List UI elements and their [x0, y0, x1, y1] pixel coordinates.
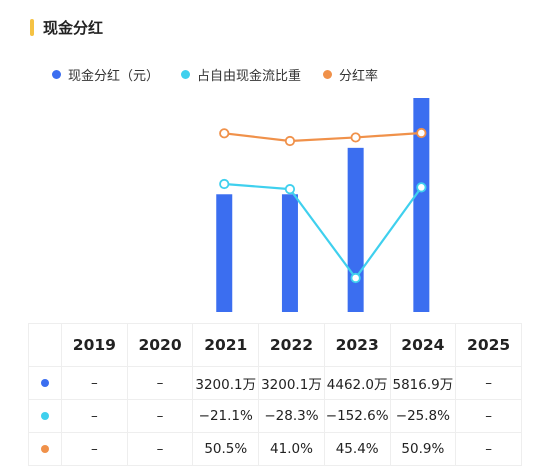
table-cell: 3200.1万	[258, 366, 325, 400]
row-dot-dividend	[41, 379, 49, 387]
year-header: 2024	[389, 323, 457, 367]
table-header-row: 2019 2020 2021 2022 2023 2024 2025	[28, 323, 522, 367]
year-header: 2022	[258, 323, 325, 367]
table-cell: 3200.1万	[192, 366, 260, 400]
row-dot-fcf-ratio	[41, 412, 49, 420]
table-cell: 5816.9万	[389, 366, 457, 400]
table-cell: –	[455, 399, 522, 433]
row-marker	[28, 432, 62, 466]
year-header: 2019	[61, 323, 128, 367]
table-row-payout: – – 50.5% 41.0% 45.4% 50.9% –	[28, 432, 522, 466]
row-dot-payout	[41, 445, 49, 453]
table-cell: –	[61, 399, 128, 433]
point-payout	[350, 132, 361, 143]
bar-dividend	[347, 147, 364, 312]
point-fcf-ratio	[416, 182, 427, 193]
line-payout	[224, 131, 422, 143]
point-payout	[219, 128, 230, 139]
section-header: 现金分红	[30, 14, 103, 40]
chart-legend: 现金分红（元） 占自由现金流比重 分红率	[52, 63, 400, 85]
table-cell: 45.4%	[323, 432, 391, 466]
point-payout	[416, 127, 427, 139]
table-cell: 41.0%	[258, 432, 325, 466]
table-cell: –	[126, 399, 194, 433]
dividend-table: 2019 2020 2021 2022 2023 2024 2025 – – 3…	[28, 323, 522, 466]
legend-item-dividend[interactable]: 现金分红（元）	[52, 65, 159, 84]
table-row-fcf-ratio: – – −21.1% −28.3% −152.6% −25.8% –	[28, 399, 522, 433]
legend-label-fcf-ratio: 占自由现金流比重	[197, 68, 302, 84]
line-fcf-ratio	[224, 182, 423, 280]
table-cell: –	[61, 366, 128, 400]
table-cell: 4462.0万	[323, 366, 391, 400]
table-cell: –	[455, 366, 522, 400]
legend-dot-dividend	[52, 69, 61, 79]
bar-dividend	[413, 98, 430, 312]
table-cell: −25.8%	[389, 399, 457, 433]
table-cell: –	[455, 432, 522, 466]
year-header: 2020	[126, 323, 194, 367]
point-fcf-ratio	[219, 178, 230, 190]
bar-dividend	[216, 194, 233, 312]
year-header: 2023	[323, 323, 391, 367]
header-accent-bar	[30, 18, 34, 36]
legend-label-dividend: 现金分红（元）	[68, 68, 160, 84]
point-fcf-ratio	[350, 272, 361, 284]
year-header: 2025	[455, 323, 522, 367]
row-marker	[28, 399, 62, 433]
table-cell: –	[61, 432, 128, 466]
table-cell: −21.1%	[192, 399, 260, 433]
row-marker	[28, 366, 62, 400]
table-cell: –	[126, 432, 194, 466]
section-title: 现金分红	[43, 18, 104, 37]
dividend-chart	[216, 98, 430, 312]
table-corner	[28, 323, 62, 367]
legend-item-payout[interactable]: 分红率	[323, 65, 378, 84]
point-fcf-ratio	[284, 184, 296, 195]
table-row-dividend: – – 3200.1万 3200.1万 4462.0万 5816.9万 –	[28, 366, 522, 400]
table-cell: –	[126, 366, 194, 400]
table-cell: −152.6%	[323, 399, 391, 433]
bar-dividend	[281, 194, 298, 312]
table-cell: 50.5%	[192, 432, 260, 466]
table-cell: −28.3%	[258, 399, 325, 433]
legend-dot-fcf-ratio	[181, 69, 191, 79]
table-cell: 50.9%	[389, 432, 457, 466]
legend-item-fcf-ratio[interactable]: 占自由现金流比重	[181, 65, 301, 84]
legend-dot-payout	[323, 69, 333, 79]
point-payout	[284, 135, 296, 147]
legend-label-payout: 分红率	[339, 68, 379, 84]
year-header: 2021	[192, 323, 260, 367]
